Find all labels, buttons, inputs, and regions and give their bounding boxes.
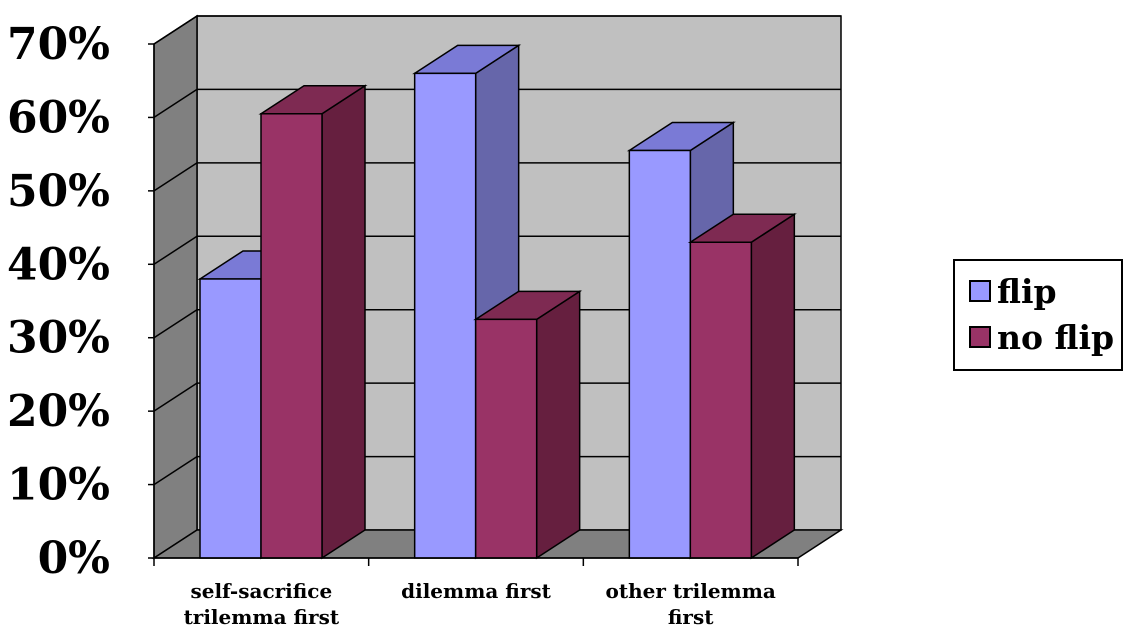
bar-dilemma-first-flip-front	[413, 72, 477, 559]
bar-dilemma-first-no-flip-front	[474, 318, 538, 559]
x-tick-label: dilemma first	[401, 579, 551, 603]
y-tick-label: 40%	[7, 239, 110, 290]
bar-other-trilemma-first-no-flip-front	[689, 241, 753, 559]
gridlines	[153, 15, 841, 486]
bar-dilemma-first-no-flip	[473, 289, 583, 560]
y-tick-label: 20%	[7, 386, 110, 437]
bar-other-trilemma-first-no-flip-side	[750, 212, 796, 560]
side-wall	[153, 14, 198, 560]
x-tick-label-line: dilemma first	[401, 579, 551, 603]
y-tick-labels: 0% 10% 20% 30% 40% 50% 60% 70%	[7, 19, 110, 584]
legend-swatch-no-flip	[969, 326, 991, 348]
gridline	[153, 15, 841, 45]
x-tick-label-line: first	[668, 605, 714, 629]
bars	[197, 43, 797, 560]
legend-item-no-flip: no flip	[969, 317, 1114, 357]
legend: flip no flip	[953, 259, 1123, 371]
y-tick-label: 10%	[7, 460, 110, 511]
bar-self-sacrifice-trilemma-first-no-flip	[258, 84, 368, 560]
legend-label-flip: flip	[997, 271, 1057, 311]
x-tick-label-line: trilemma first	[184, 605, 340, 629]
legend-item-flip: flip	[969, 271, 1057, 311]
legend-label-no-flip: no flip	[997, 317, 1115, 357]
x-tick-label-line: self-sacrifice	[190, 579, 332, 603]
x-tick-label: other trilemma first	[606, 579, 776, 629]
gridline	[153, 88, 841, 119]
x-tick-label-line: other trilemma	[606, 579, 776, 603]
gridline	[153, 162, 841, 192]
y-tick-label: 30%	[7, 313, 110, 364]
y-tick-label: 70%	[7, 19, 110, 70]
gridline	[153, 382, 841, 412]
gridline	[153, 455, 841, 486]
gridline	[153, 308, 841, 339]
y-tick-label: 50%	[7, 166, 110, 217]
bar-self-sacrifice-trilemma-first-no-flip-side	[321, 84, 366, 560]
bar-dilemma-first-no-flip-side	[535, 289, 581, 560]
gridline	[153, 235, 841, 265]
legend-swatch-flip	[969, 280, 991, 302]
x-tick-label: self-sacrifice trilemma first	[184, 579, 340, 629]
y-tick-label: 0%	[38, 533, 110, 584]
bar-other-trilemma-first-no-flip	[687, 212, 797, 560]
bar-self-sacrifice-trilemma-first-no-flip-front	[260, 113, 323, 559]
bar-other-trilemma-first-flip-front	[628, 149, 692, 559]
y-tick-label: 60%	[7, 92, 110, 143]
x-tick-labels: self-sacrifice trilemma first dilemma firs…	[184, 579, 776, 629]
bar-self-sacrifice-trilemma-first-flip-front	[199, 278, 262, 559]
axes	[148, 43, 799, 566]
